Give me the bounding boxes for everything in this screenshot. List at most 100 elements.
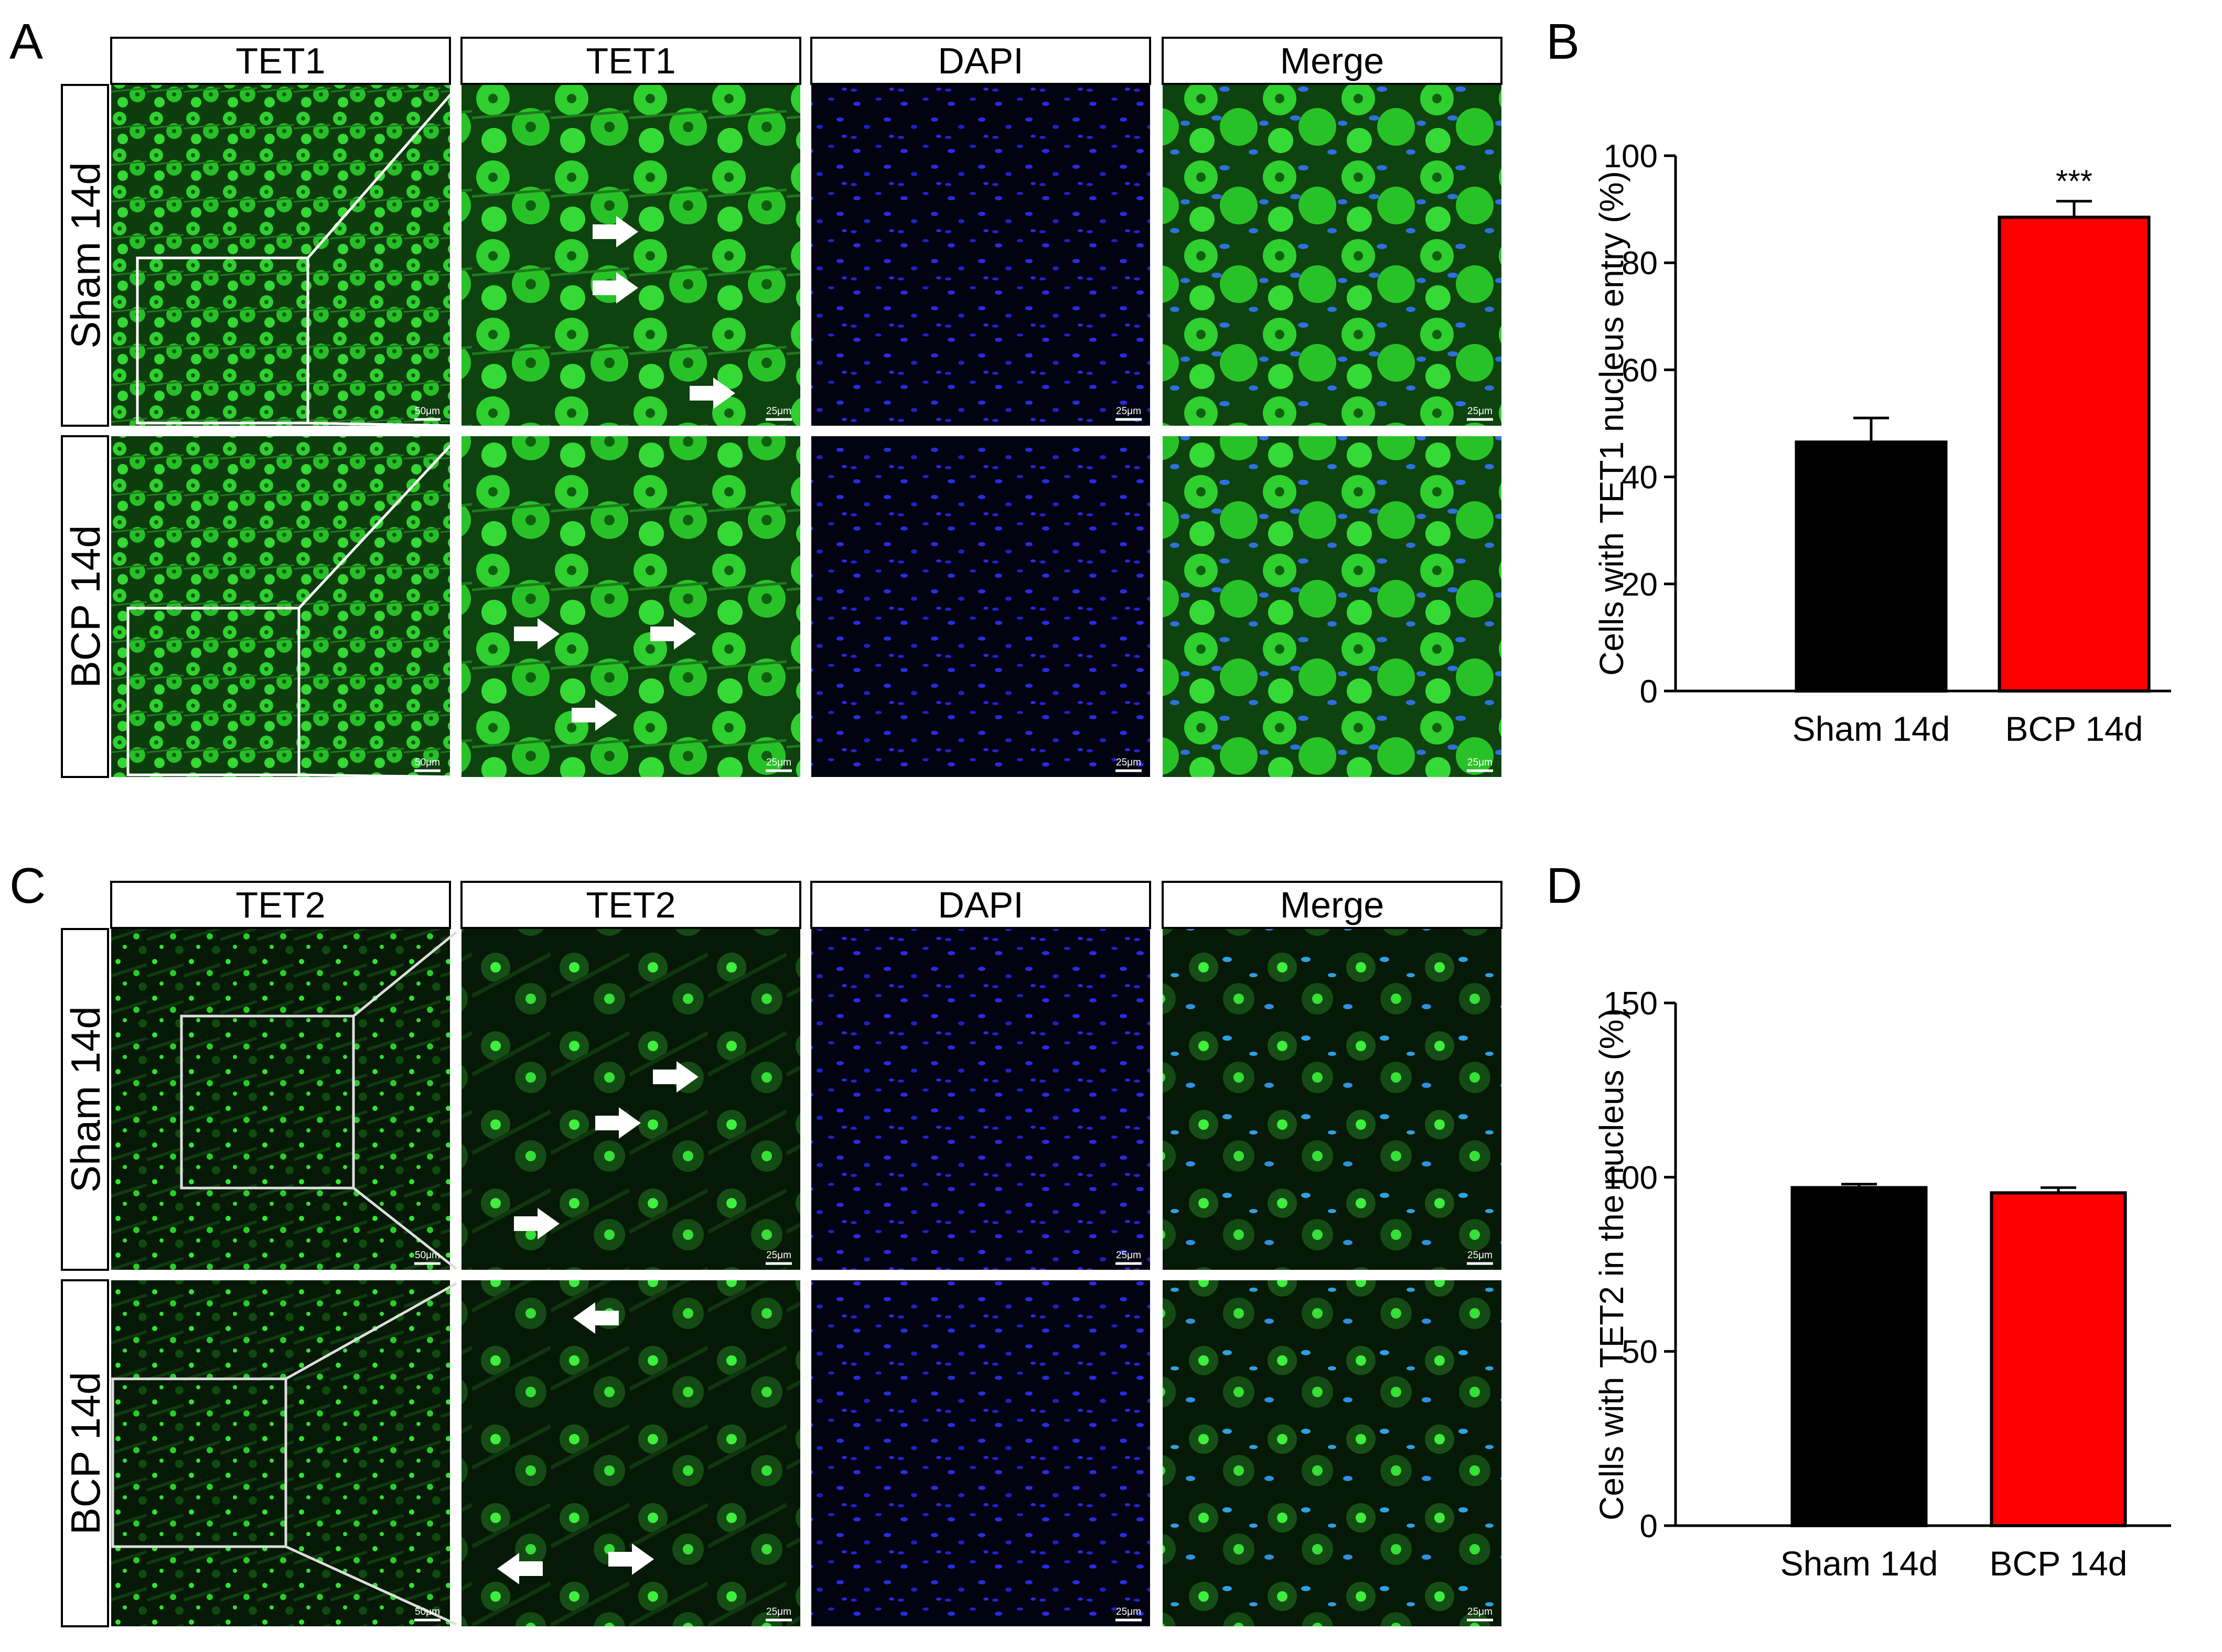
scale-bar: 25μm <box>766 1606 792 1622</box>
micrograph-merge-sham <box>1163 929 1501 1270</box>
arrow-icon <box>572 699 617 731</box>
arrow-icon <box>653 1061 699 1093</box>
zoom-connector-line <box>298 438 457 609</box>
arrow-icon <box>573 1302 619 1334</box>
row-label-bcp: BCP 14d <box>62 1372 109 1535</box>
column-header-box <box>1162 881 1502 929</box>
column-header-dapi: DAPI <box>938 884 1023 925</box>
scale-bar-label: 25μm <box>1116 406 1141 417</box>
scale-bar-label: 25μm <box>766 406 791 417</box>
y-tick-label: 20 <box>1622 567 1658 603</box>
micrograph-tet2-overview-sham <box>111 929 450 1270</box>
scale-bar-label: 25μm <box>1467 1606 1493 1617</box>
scale-bar-label: 25μm <box>1116 757 1141 768</box>
y-tick-label: 40 <box>1622 460 1658 496</box>
row-label-box <box>61 928 109 1271</box>
row-label-box <box>61 84 109 427</box>
zoom-connector-line <box>307 422 457 427</box>
micrograph-tet1-overview-sham <box>111 85 450 426</box>
micrograph-tet1-overview-bcp <box>111 436 450 777</box>
x-category-label: Sham 14d <box>1792 709 1950 748</box>
row-label-box <box>61 1279 109 1627</box>
scale-bar-label: 25μm <box>1467 757 1493 768</box>
scale-bar-label: 25μm <box>766 1250 791 1261</box>
micrograph-tet2-overview-bcp <box>111 1280 450 1626</box>
scale-bar: 25μm <box>766 757 792 772</box>
micrograph-dapi-bcp <box>811 436 1150 777</box>
panel-c: C TET2 TET2 DAPI Merge Sham 14d BCP 14d … <box>9 858 1502 1627</box>
y-tick-label: 50 <box>1622 1334 1658 1370</box>
x-category-label: BCP 14d <box>1990 1544 2128 1583</box>
micrograph-tet1-zoom-bcp <box>461 436 800 777</box>
row-label-sham: Sham 14d <box>62 1006 109 1193</box>
micrograph-merge-sham <box>1163 85 1501 426</box>
arrow-icon <box>595 1107 641 1139</box>
arrow-icon <box>690 377 735 409</box>
arrow-icon <box>514 618 560 650</box>
column-header-tet1-zoom: TET1 <box>586 40 675 81</box>
zoom-connector-line <box>285 1282 457 1380</box>
column-header-tet2-overview: TET2 <box>235 884 325 925</box>
column-header-box <box>110 881 451 929</box>
column-header-box <box>1162 37 1502 85</box>
panel-a-letter: A <box>9 14 43 70</box>
arrow-icon <box>497 1553 543 1584</box>
x-category-label: Sham 14d <box>1780 1544 1938 1583</box>
scale-bar: 25μm <box>1115 1250 1142 1265</box>
bar-1 <box>1998 215 2151 693</box>
y-tick-label: 0 <box>1640 674 1658 710</box>
zoom-region-box <box>111 1377 287 1548</box>
column-header-box <box>810 881 1151 929</box>
micrograph-tet1-zoom-sham <box>461 85 800 426</box>
column-header-merge: Merge <box>1280 40 1384 81</box>
x-category-label: BCP 14d <box>2005 709 2143 748</box>
y-tick-label: 0 <box>1640 1508 1658 1545</box>
arrow-icon <box>650 618 696 650</box>
column-header-tet1-overview: TET1 <box>235 40 325 81</box>
scale-bar-label: 50μm <box>415 406 440 417</box>
y-tick-label: 150 <box>1604 986 1658 1022</box>
significance-marker: *** <box>2056 164 2092 199</box>
scale-bar: 25μm <box>1115 406 1142 421</box>
scale-bar: 25μm <box>1115 1606 1142 1622</box>
column-header-tet2-zoom: TET2 <box>586 884 675 925</box>
zoom-connector-line <box>285 1545 457 1626</box>
zoom-region-box <box>136 256 309 425</box>
scale-bar-label: 50μm <box>415 1250 440 1261</box>
panel-a: A TET1 TET1 DAPI Merge Sham 14d BCP 14d … <box>9 14 1502 779</box>
column-header-box <box>460 37 801 85</box>
zoom-connector-line <box>298 773 457 779</box>
scale-bar: 25μm <box>1467 1250 1493 1265</box>
y-tick-label: 80 <box>1622 245 1658 282</box>
y-tick-label: 60 <box>1622 352 1658 388</box>
panel-c-letter: C <box>9 858 46 914</box>
micrograph-tet2-zoom-sham <box>461 929 800 1270</box>
arrow-icon <box>608 1543 654 1575</box>
micrograph-dapi-sham <box>811 929 1150 1270</box>
arrow-icon <box>593 272 638 304</box>
micrograph-merge-bcp <box>1163 436 1501 777</box>
scale-bar: 25μm <box>1467 406 1493 421</box>
micrograph-merge-bcp <box>1163 1280 1501 1626</box>
scale-bar: 25μm <box>766 1250 792 1265</box>
bar-0 <box>1790 1186 1928 1528</box>
y-axis-label: Cells with TET2 in the nucleus (%) <box>1593 1008 1630 1520</box>
scale-bar-label: 25μm <box>1116 1250 1141 1261</box>
column-header-box <box>460 881 801 929</box>
y-axis-label: Cells with TET1 nucleus entry (%) <box>1593 171 1630 676</box>
scale-bar: 50μm <box>414 406 441 421</box>
scale-bar: 50μm <box>414 1250 441 1265</box>
scale-bar: 50μm <box>414 1606 441 1622</box>
bar-0 <box>1795 440 1948 693</box>
row-label-box <box>61 435 109 778</box>
bar-1 <box>1990 1191 2127 1528</box>
row-label-bcp: BCP 14d <box>62 525 109 688</box>
panel-b-letter: B <box>1546 14 1580 70</box>
scale-bar-label: 25μm <box>1116 1606 1141 1617</box>
zoom-region-box <box>126 607 300 776</box>
column-header-merge: Merge <box>1280 884 1384 925</box>
micrograph-dapi-sham <box>811 85 1150 426</box>
arrow-icon <box>514 1208 560 1239</box>
scale-bar-label: 25μm <box>1467 1250 1493 1261</box>
